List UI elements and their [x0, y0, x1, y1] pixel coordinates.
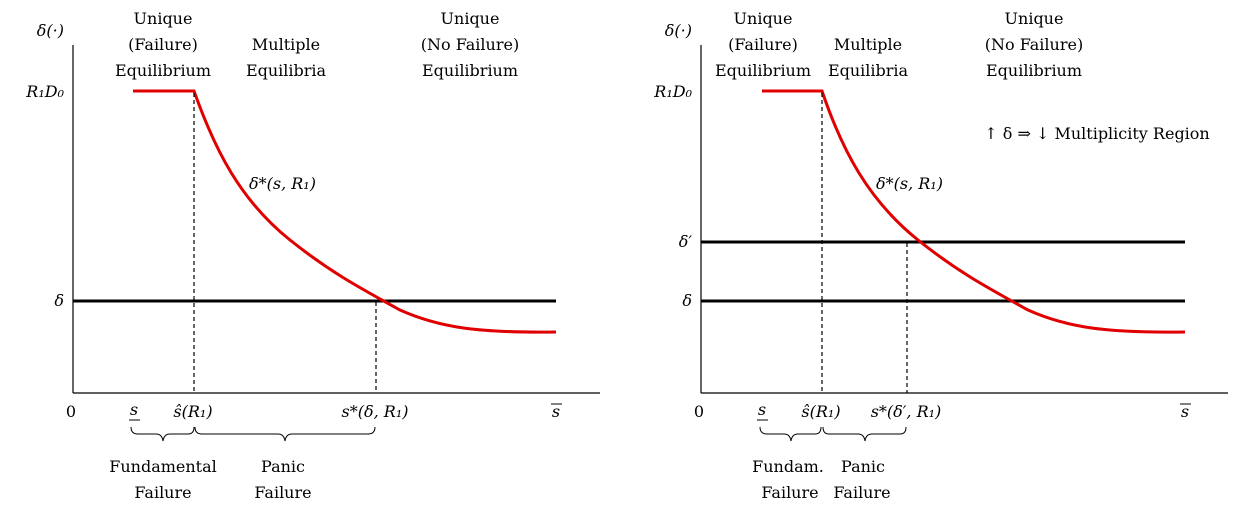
left-origin-label: 0: [66, 402, 76, 421]
right-brace-left-label-line2: Failure: [761, 483, 818, 502]
right-delta-prime-label: δ′: [679, 232, 693, 251]
right-s-hat-label: ŝ(R₁): [801, 402, 840, 421]
left-brace-left-label-line2: Failure: [134, 483, 191, 502]
right-curve-label: δ*(s, R₁): [876, 174, 943, 193]
left-region-left-line2: (Failure): [128, 35, 198, 54]
right-s-star-label: s*(δ′, R₁): [871, 402, 942, 421]
right-region-left-line2: (Failure): [728, 35, 798, 54]
left-curve-label: δ*(s, R₁): [249, 174, 316, 193]
right-region-right-line2: (No Failure): [985, 35, 1083, 54]
right-region-left-line1: Unique: [734, 9, 793, 28]
right-region-left-line3: Equilibrium: [715, 61, 811, 80]
left-region-mid-line1: Multiple: [252, 35, 320, 54]
left-s-low-label: s: [130, 400, 138, 419]
left-brace-left-label-line1: Fundamental: [109, 457, 217, 476]
left-brace-right-label-line1: Panic: [261, 457, 305, 476]
left-brace-fundamental: [130, 426, 195, 442]
left-region-left-line3: Equilibrium: [115, 61, 211, 80]
right-region-right-line1: Unique: [1005, 9, 1064, 28]
right-brace-fundamental: [759, 426, 822, 442]
right-y-axis-label: δ(·): [665, 21, 692, 40]
left-region-right-line2: (No Failure): [421, 35, 519, 54]
right-origin-label: 0: [694, 402, 704, 421]
left-s-hat-label: ŝ(R₁): [173, 402, 212, 421]
left-delta-star-curve: [133, 89, 557, 334]
left-delta-label: δ: [54, 291, 64, 310]
right-region-mid-line1: Multiple: [834, 35, 902, 54]
right-multiplicity-note: ↑ δ ⇒ ↓ Multiplicity Region: [984, 124, 1209, 143]
right-brace-panic: [822, 426, 907, 442]
left-s-high-label: s: [552, 402, 560, 421]
left-region-right-line1: Unique: [441, 9, 500, 28]
right-panel: Unique (Failure) Equilibrium Multiple Eq…: [653, 9, 1228, 502]
left-region-right-line3: Equilibrium: [422, 61, 518, 80]
left-y-level-label: R₁D₀: [25, 82, 64, 101]
left-brace-panic: [194, 426, 376, 442]
left-region-mid-line2: Equilibria: [246, 61, 327, 80]
right-brace-left-label-line1: Fundam.: [752, 457, 824, 476]
right-region-mid-line2: Equilibria: [828, 61, 909, 80]
right-delta-label: δ: [682, 291, 692, 310]
left-y-axis-label: δ(·): [37, 21, 64, 40]
right-y-level-label: R₁D₀: [653, 82, 692, 101]
right-brace-right-label-line2: Failure: [833, 483, 890, 502]
right-s-high-label: s: [1181, 402, 1189, 421]
right-delta-star-curve: [762, 89, 1186, 334]
left-s-star-label: s*(δ, R₁): [342, 402, 409, 421]
left-panel: Unique (Failure) Equilibrium Multiple Eq…: [25, 9, 600, 502]
right-brace-right-label-line1: Panic: [841, 457, 885, 476]
right-region-right-line3: Equilibrium: [986, 61, 1082, 80]
left-brace-right-label-line2: Failure: [254, 483, 311, 502]
left-region-left-line1: Unique: [134, 9, 193, 28]
right-s-low-label: s: [758, 400, 766, 419]
